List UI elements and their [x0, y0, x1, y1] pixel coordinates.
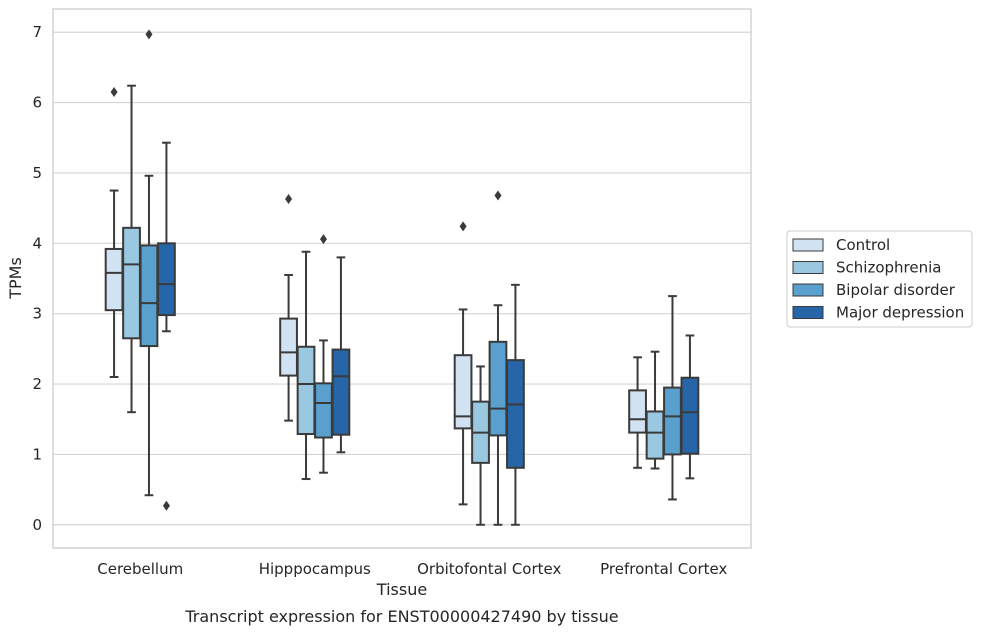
- box-2-2: [488, 190, 508, 526]
- chart-caption: Transcript expression for ENST0000042749…: [184, 607, 618, 626]
- box-iqr: [663, 386, 682, 456]
- outlier-point: [494, 190, 502, 201]
- legend-label: Schizophrenia: [836, 259, 941, 277]
- box-iqr: [680, 376, 700, 455]
- box-iqr: [506, 359, 525, 469]
- plot-frame: [52, 8, 752, 549]
- box-groups: [104, 29, 700, 526]
- legend-swatch: [792, 261, 824, 274]
- box-2-0: [139, 29, 159, 497]
- legend-swatch: [792, 238, 824, 252]
- box-3-2: [506, 283, 525, 526]
- legend-swatch: [792, 306, 824, 319]
- legend-label: Bipolar disorder: [836, 281, 956, 299]
- legend-label: Control: [836, 236, 890, 254]
- y-tick-label: 0: [32, 516, 42, 534]
- box-0-1: [279, 193, 298, 422]
- legend-label: Major depression: [836, 304, 964, 322]
- box-iqr: [331, 348, 351, 436]
- legend-swatch: [792, 283, 824, 297]
- box-iqr: [453, 354, 473, 430]
- legend-frame: [786, 230, 973, 328]
- box-iqr: [139, 244, 159, 348]
- outlier-point: [162, 500, 170, 511]
- box-iqr: [645, 410, 665, 460]
- y-tick-label: 1: [32, 445, 42, 463]
- y-tick-label: 2: [32, 375, 42, 393]
- box-1-2: [471, 365, 490, 526]
- box-iqr: [157, 242, 176, 317]
- box-1-1: [296, 250, 316, 481]
- outlier-point: [459, 221, 467, 232]
- box-iqr: [279, 317, 298, 377]
- legend: Control Schizophrenia Bipolar disorder Majo…: [786, 230, 973, 328]
- y-tick-label: 6: [32, 94, 42, 112]
- y-tick-label: 5: [32, 164, 42, 182]
- box-1-3: [645, 350, 665, 470]
- outlier-point: [110, 87, 118, 98]
- box-0-0: [104, 87, 124, 379]
- outlier-point: [145, 29, 153, 40]
- x-axis-label: Tissue: [376, 580, 427, 599]
- box-0-3: [628, 356, 647, 469]
- outlier-point: [285, 193, 293, 204]
- box-2-1: [314, 234, 333, 474]
- x-tick-label: Prefrontal Cortex: [600, 560, 727, 578]
- y-tick-label: 7: [32, 23, 42, 41]
- x-tick-label: Hipppocampus: [259, 560, 371, 578]
- box-3-1: [331, 256, 351, 454]
- x-tick-label: Orbitofontal Cortex: [417, 560, 561, 578]
- y-tick-label: 3: [32, 305, 42, 323]
- x-axis-ticks: Cerebellum Hipppocampus Orbitofontal Corte…: [97, 560, 727, 578]
- box-1-0: [122, 84, 141, 414]
- outlier-point: [319, 234, 327, 245]
- box-iqr: [122, 226, 141, 340]
- box-iqr: [104, 247, 124, 312]
- y-axis-label: TPMs: [6, 257, 25, 300]
- box-iqr: [488, 340, 508, 437]
- box-0-2: [453, 221, 473, 506]
- box-iqr: [628, 389, 647, 434]
- box-iqr: [296, 345, 316, 436]
- box-iqr: [314, 382, 333, 439]
- x-tick-label: Cerebellum: [97, 560, 183, 578]
- box-3-3: [680, 334, 700, 480]
- box-2-3: [663, 295, 682, 501]
- y-tick-label: 4: [32, 234, 42, 252]
- box-3-0: [157, 141, 176, 511]
- y-axis-ticks: 0 1 2 3 4 5 6 7: [32, 23, 42, 534]
